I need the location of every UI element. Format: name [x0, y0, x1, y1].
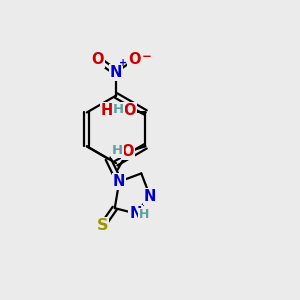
Text: H: H	[112, 144, 123, 157]
Text: N: N	[110, 65, 122, 80]
Text: HO: HO	[101, 103, 126, 118]
Text: +: +	[119, 58, 128, 68]
Text: O: O	[123, 103, 136, 118]
Text: −: −	[142, 50, 152, 63]
Text: H: H	[112, 103, 124, 116]
Text: N: N	[113, 174, 125, 189]
Text: O: O	[128, 52, 141, 67]
Text: O: O	[91, 52, 104, 67]
Text: S: S	[97, 218, 108, 233]
Text: H: H	[139, 208, 149, 221]
Text: O: O	[122, 144, 134, 159]
Text: N: N	[113, 174, 125, 189]
Text: N: N	[129, 206, 142, 221]
Text: N: N	[144, 189, 156, 204]
